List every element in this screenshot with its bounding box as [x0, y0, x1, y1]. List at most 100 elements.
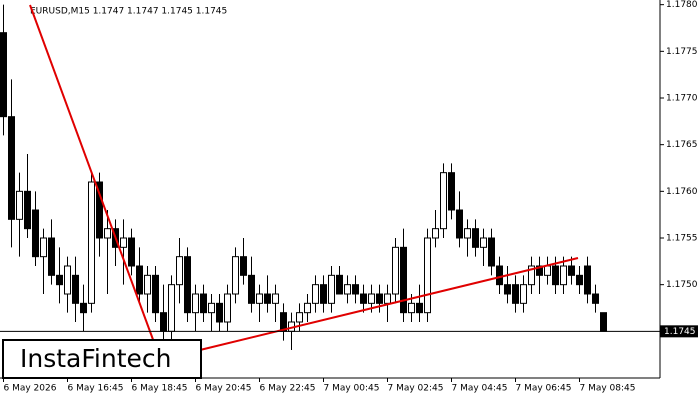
candle-body — [272, 293, 279, 304]
x-tick-label: 6 May 2026 — [4, 384, 57, 394]
candle-body — [32, 209, 39, 258]
candle-body — [344, 284, 351, 295]
x-tick-label: 7 May 06:45 — [516, 384, 572, 394]
candle-body — [360, 293, 367, 304]
candle-body — [456, 209, 463, 239]
chart-title: EURUSD,M15 1.1747 1.1747 1.1745 1.1745 — [30, 7, 227, 17]
candles — [0, 4, 607, 350]
candle-body — [440, 172, 447, 230]
candle-body — [584, 265, 591, 295]
candle-body — [72, 274, 79, 304]
candle-body — [384, 293, 391, 304]
candle-body — [448, 172, 455, 211]
candle-body — [488, 237, 495, 267]
candle-body — [376, 293, 383, 304]
candle-body — [576, 274, 583, 286]
candle-body — [416, 302, 423, 314]
candle-body — [96, 181, 103, 239]
candle-body — [480, 237, 487, 248]
candle-body — [352, 284, 359, 295]
trend-line — [29, 4, 156, 346]
candle-body — [312, 284, 319, 304]
candle-body — [176, 256, 183, 286]
candle-body — [120, 237, 127, 248]
candle-body — [496, 265, 503, 286]
candle-body — [512, 284, 519, 304]
x-tick-label: 6 May 18:45 — [132, 384, 188, 394]
candle-body — [192, 293, 199, 314]
candle-body — [8, 116, 15, 220]
candle-body — [336, 274, 343, 295]
trend-line — [199, 257, 579, 351]
candle-body — [64, 265, 71, 295]
candle-body — [464, 228, 471, 239]
candle-body — [80, 302, 87, 314]
candle-body — [392, 246, 399, 295]
candle-body — [544, 265, 551, 276]
candle-body — [256, 293, 263, 304]
candle-body — [160, 312, 167, 332]
y-tick-label: 1.1775 — [666, 47, 698, 57]
x-tick-label: 6 May 20:45 — [196, 384, 252, 394]
candle-body — [144, 274, 151, 295]
y-tick-label: 1.1765 — [666, 140, 698, 150]
logo-box — [2, 339, 202, 379]
candle-body — [152, 274, 159, 314]
candle-body — [240, 256, 247, 276]
y-tick-label: 1.1750 — [666, 280, 698, 290]
candle-body — [600, 312, 607, 332]
candle-body — [520, 284, 527, 304]
candle-body — [24, 190, 31, 230]
candle-body — [296, 312, 303, 323]
candle-body — [528, 265, 535, 286]
candle-body — [184, 256, 191, 314]
candle-body — [248, 274, 255, 304]
candle-body — [16, 190, 23, 220]
logo: InstaFintech — [20, 344, 172, 373]
candle-body — [48, 237, 55, 276]
candle-body — [208, 302, 215, 314]
x-tick-label: 7 May 04:45 — [452, 384, 508, 394]
candle-body — [424, 237, 431, 314]
candle-body — [136, 265, 143, 295]
candle-body — [0, 32, 7, 118]
candle-body — [592, 293, 599, 304]
candle-body — [472, 228, 479, 248]
candle-body — [232, 256, 239, 295]
x-tick-label: 7 May 00:45 — [324, 384, 380, 394]
candle-body — [128, 237, 135, 267]
candle-body — [552, 265, 559, 286]
x-tick-label: 7 May 08:45 — [580, 384, 636, 394]
candle-body — [40, 237, 47, 258]
candle-body — [560, 265, 567, 286]
price-label-box — [660, 325, 698, 338]
price-label: 1.1745 — [664, 327, 696, 337]
y-tick-label: 1.1760 — [666, 187, 698, 197]
x-tick-label: 7 May 02:45 — [388, 384, 444, 394]
candle-body — [504, 284, 511, 295]
candle-body — [536, 265, 543, 276]
candle-body — [104, 228, 111, 239]
candle-body — [200, 293, 207, 314]
candle-body — [168, 284, 175, 332]
candle-body — [56, 274, 63, 286]
candle-body — [88, 181, 95, 304]
candle-body — [400, 246, 407, 314]
y-tick-label: 1.1770 — [666, 94, 698, 104]
candle-body — [264, 293, 271, 304]
candle-body — [328, 274, 335, 304]
x-tick-label: 6 May 22:45 — [260, 384, 316, 394]
y-tick-label: 1.1780 — [666, 0, 698, 10]
candle-body — [224, 293, 231, 323]
y-tick-label: 1.1755 — [666, 234, 698, 244]
candle-body — [568, 265, 575, 276]
x-tick-label: 6 May 16:45 — [68, 384, 124, 394]
candle-body — [216, 302, 223, 323]
candle-body — [320, 284, 327, 304]
candle-body — [432, 228, 439, 239]
candle-body — [304, 302, 311, 314]
candle-body — [408, 302, 415, 314]
candle-body — [368, 293, 375, 304]
